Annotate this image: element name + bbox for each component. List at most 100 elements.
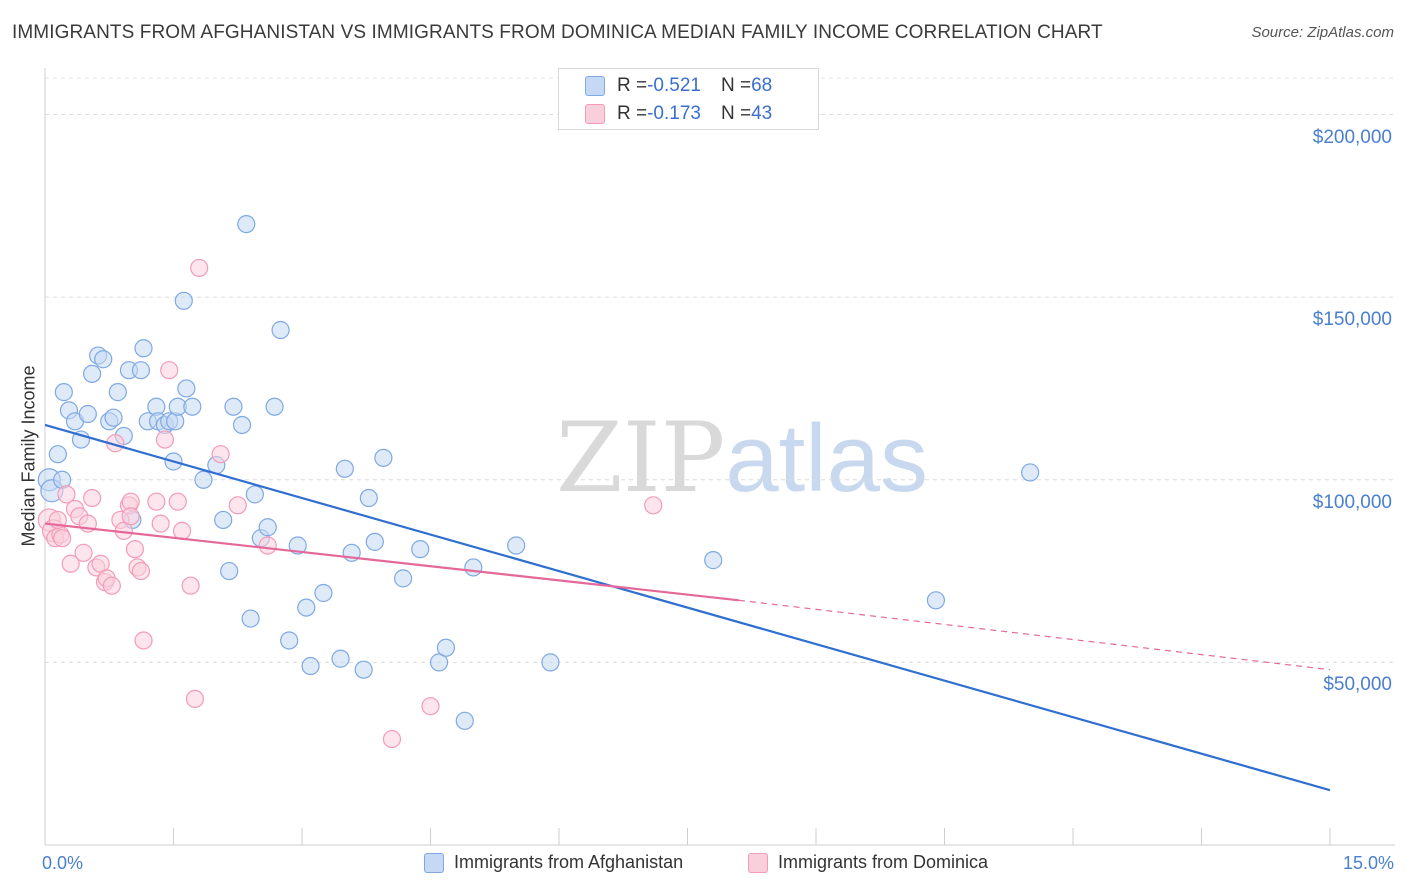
point-afghanistan — [374, 448, 393, 467]
swatch-dominica — [585, 104, 605, 124]
point-afghanistan — [436, 638, 456, 657]
chart-title: IMMIGRANTS FROM AFGHANISTAN VS IMMIGRANT… — [12, 22, 1103, 43]
point-dominica — [644, 496, 663, 515]
point-afghanistan — [359, 488, 378, 508]
point-dominica — [168, 492, 187, 511]
point-afghanistan — [926, 591, 946, 610]
series-legend: Immigrants from Afghanistan Immigrants f… — [0, 852, 1406, 878]
point-afghanistan — [48, 445, 67, 464]
x-tick-label-max: 15.0% — [1342, 853, 1394, 873]
point-dominica — [134, 631, 153, 650]
point-dominica — [382, 729, 402, 749]
n-label: N = — [720, 103, 752, 124]
point-afghanistan — [183, 397, 202, 416]
point-afghanistan — [258, 518, 277, 537]
point-afghanistan — [365, 532, 384, 551]
point-dominica — [160, 361, 179, 380]
point-dominica — [61, 554, 80, 573]
point-afghanistan — [301, 656, 320, 676]
trend-line-afghanistan — [44, 423, 1331, 792]
point-dominica — [147, 492, 166, 511]
stats-row-dominica: R = -0.173 N = 43 — [585, 103, 772, 125]
point-dominica — [74, 543, 93, 562]
point-afghanistan — [241, 609, 260, 628]
point-dominica — [421, 697, 440, 716]
swatch-afghanistan — [585, 76, 605, 96]
point-afghanistan — [104, 408, 123, 427]
point-afghanistan — [131, 361, 151, 380]
point-afghanistan — [78, 404, 97, 424]
point-dominica — [190, 258, 209, 278]
n-value: 43 — [751, 103, 773, 124]
point-afghanistan — [288, 536, 307, 555]
point-afghanistan — [429, 653, 449, 672]
point-afghanistan — [134, 339, 153, 358]
point-afghanistan — [297, 598, 316, 617]
watermark-atlas: atlas — [725, 405, 928, 512]
point-afghanistan — [335, 459, 354, 478]
trend-line-dominica-extension — [738, 599, 1331, 671]
point-dominica — [125, 540, 145, 559]
y-tick-label: $100,000 — [1312, 491, 1392, 513]
legend-label-dominica: Immigrants from Dominica — [778, 852, 989, 872]
r-value: -0.521 — [647, 75, 701, 96]
point-afghanistan — [704, 551, 723, 570]
point-afghanistan — [54, 383, 73, 402]
point-dominica — [131, 561, 151, 581]
y-tick-label: $200,000 — [1312, 126, 1392, 148]
trend-line-dominica — [44, 522, 740, 602]
point-dominica — [155, 430, 175, 449]
y-tick-label: $50,000 — [1323, 674, 1392, 696]
point-afghanistan — [1021, 463, 1040, 482]
watermark-zip: ZIP — [556, 402, 726, 514]
n-label: N = — [720, 75, 752, 96]
point-afghanistan — [393, 569, 413, 588]
legend-item-afghanistan[interactable]: Immigrants from Afghanistan — [424, 852, 683, 873]
point-afghanistan — [245, 485, 264, 504]
point-dominica — [228, 496, 247, 515]
point-afghanistan — [265, 397, 284, 416]
point-afghanistan — [331, 649, 350, 668]
point-afghanistan — [271, 320, 290, 340]
point-dominica — [185, 689, 205, 709]
point-afghanistan — [237, 214, 256, 234]
y-tick-label: $150,000 — [1312, 309, 1392, 331]
point-afghanistan — [174, 291, 193, 310]
point-afghanistan — [177, 379, 196, 398]
n-value: 68 — [751, 75, 773, 96]
x-tick-label-min: 0.0% — [42, 853, 84, 873]
r-label: R = — [617, 103, 648, 124]
legend-swatch-afghanistan — [424, 852, 444, 873]
stats-row-afghanistan: R = -0.521 N = 68 — [585, 75, 772, 97]
point-dominica — [53, 529, 72, 548]
point-afghanistan — [507, 536, 526, 555]
point-dominica — [258, 536, 277, 555]
stats-legend: R = -0.521 N = 68 R = -0.173 N = 43 — [558, 68, 819, 130]
legend-swatch-dominica — [748, 852, 768, 873]
point-dominica — [172, 521, 192, 540]
point-dominica — [151, 514, 170, 533]
point-afghanistan — [280, 631, 299, 650]
y-axis-label: Median Family Income — [18, 365, 39, 547]
point-afghanistan — [108, 383, 127, 402]
point-afghanistan — [224, 397, 243, 416]
point-dominica — [121, 507, 140, 526]
point-dominica — [181, 576, 200, 595]
point-afghanistan — [314, 583, 333, 603]
watermark: ZIPatlas — [556, 402, 928, 514]
point-afghanistan — [94, 350, 113, 369]
point-dominica — [83, 488, 102, 508]
point-afghanistan — [411, 540, 430, 559]
source-label: Source: ZipAtlas.com — [1251, 24, 1394, 41]
point-afghanistan — [220, 561, 239, 581]
point-afghanistan — [464, 558, 483, 577]
point-afghanistan — [83, 364, 102, 383]
point-dominica — [102, 576, 121, 595]
point-afghanistan — [455, 711, 474, 730]
legend-item-dominica[interactable]: Immigrants from Dominica — [748, 852, 988, 873]
point-afghanistan — [354, 660, 373, 679]
point-afghanistan — [232, 415, 252, 435]
r-label: R = — [617, 75, 648, 96]
point-dominica — [57, 485, 76, 504]
